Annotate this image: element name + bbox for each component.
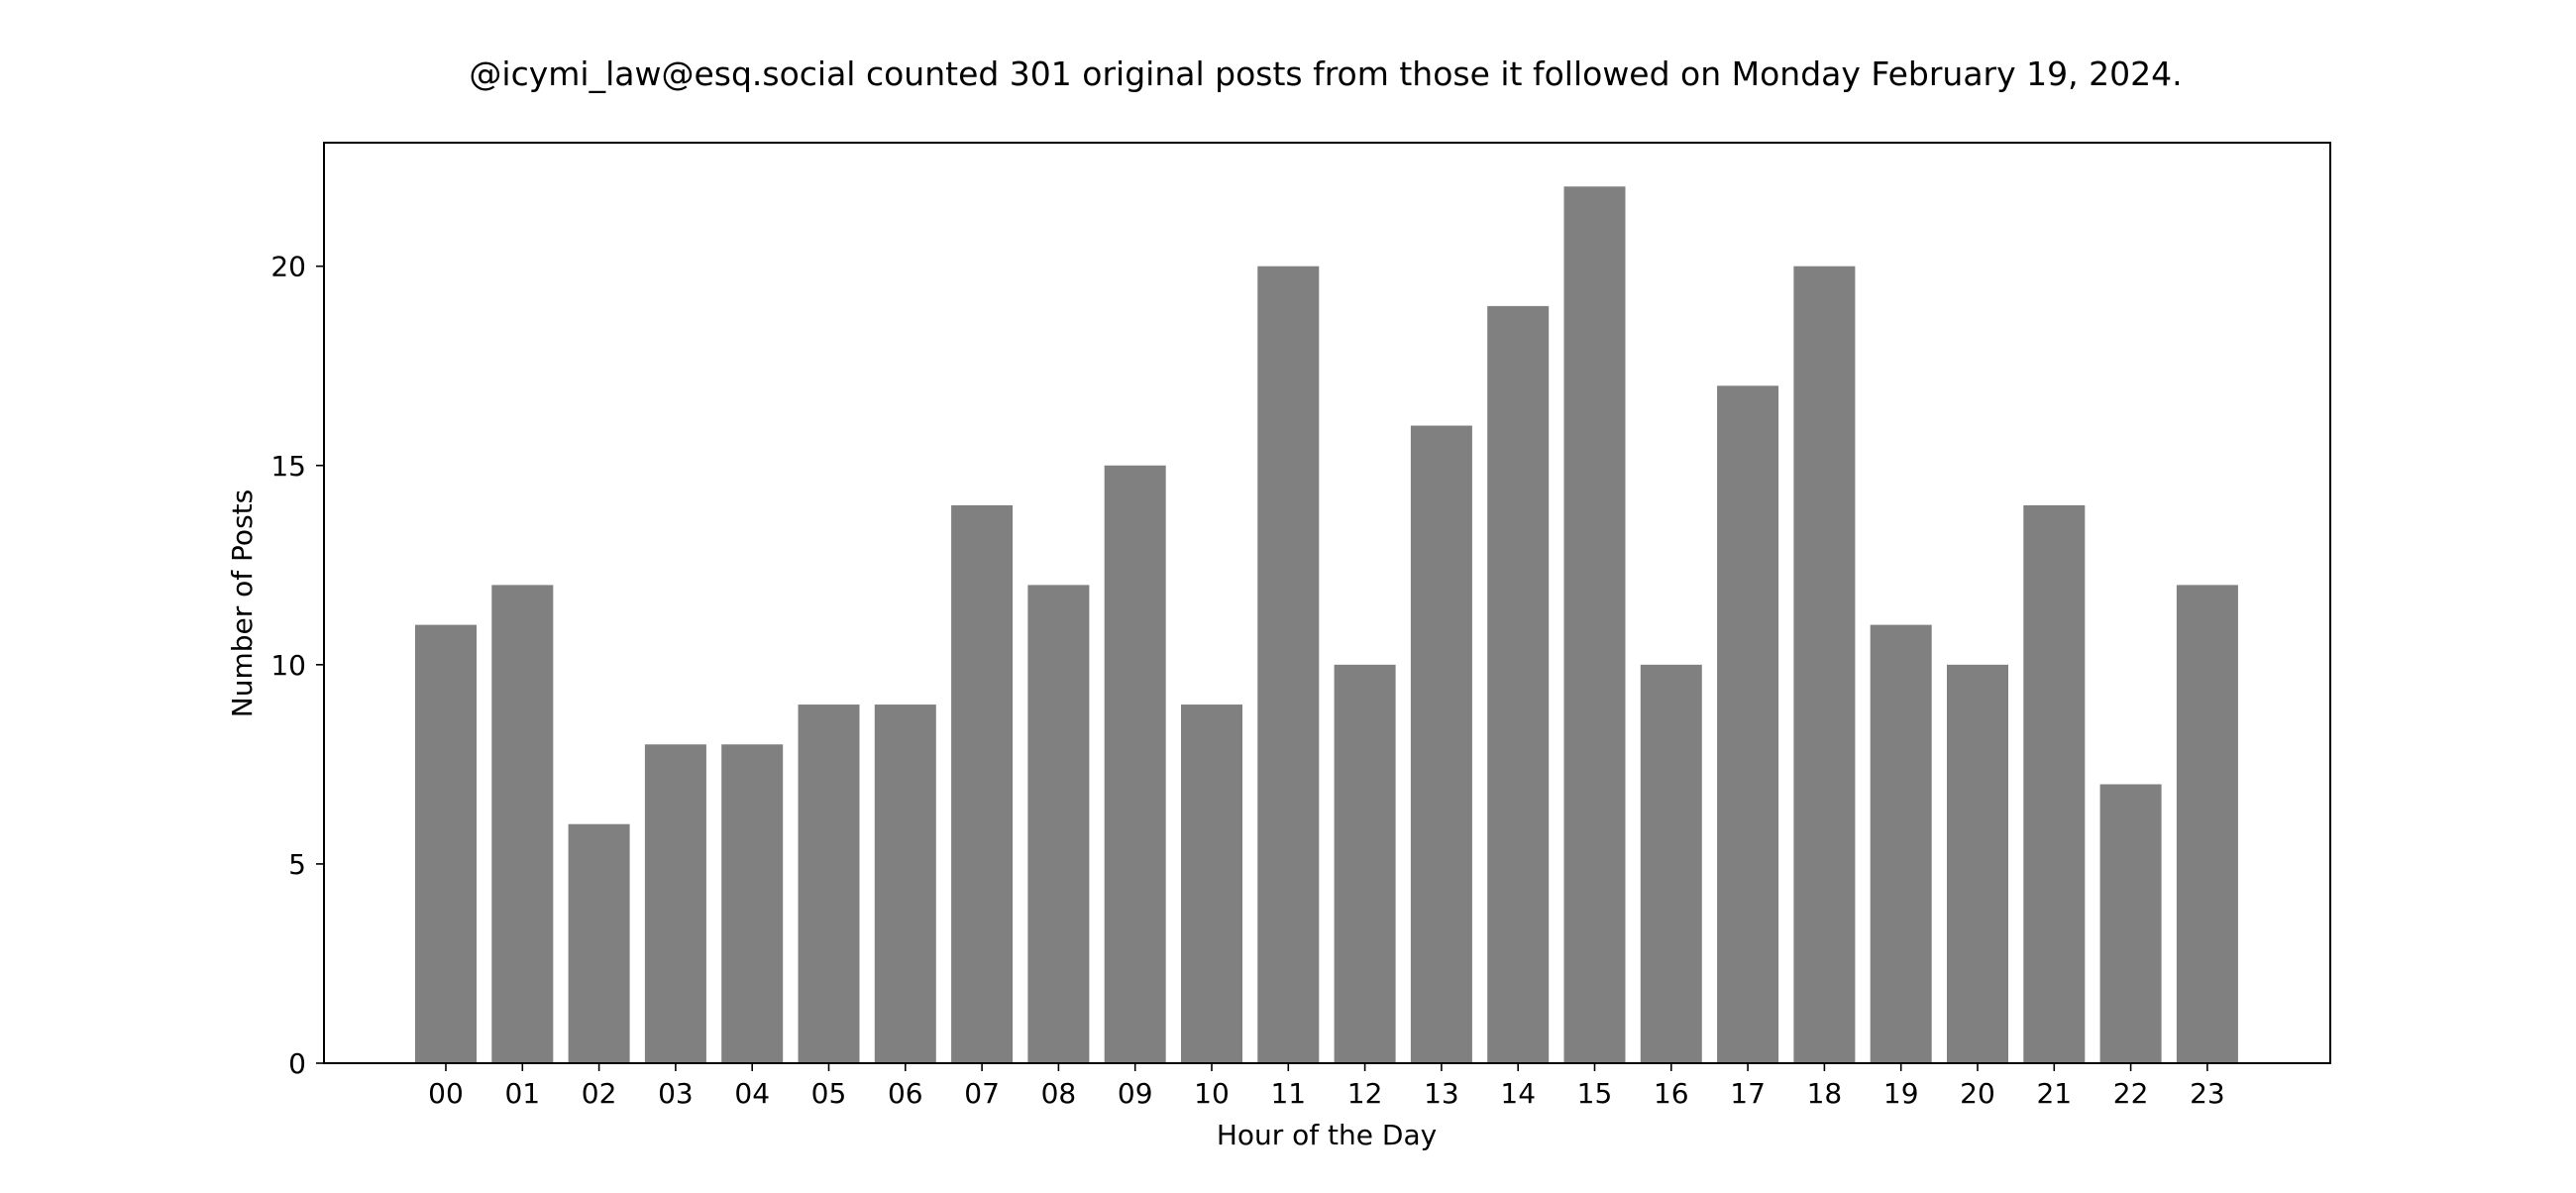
x-tick-label-01: 01 bbox=[504, 1077, 540, 1110]
x-tick-label-21: 21 bbox=[2036, 1077, 2072, 1110]
bar-14 bbox=[1487, 305, 1550, 1063]
y-tick-label-0: 0 bbox=[288, 1047, 306, 1080]
y-axis-label: Number of Posts bbox=[226, 489, 259, 717]
bar-23 bbox=[2176, 585, 2238, 1063]
bar-02 bbox=[568, 823, 630, 1063]
y-tick-label-20: 20 bbox=[270, 251, 306, 283]
x-tick-label-22: 22 bbox=[2113, 1077, 2149, 1110]
bar-04 bbox=[721, 744, 784, 1063]
x-tick-label-23: 23 bbox=[2190, 1077, 2225, 1110]
x-tick-label-11: 11 bbox=[1270, 1077, 1306, 1110]
bar-11 bbox=[1257, 266, 1320, 1063]
y-axis: 0 5 10 15 20 bbox=[270, 251, 324, 1080]
bars-layer bbox=[415, 186, 2238, 1064]
x-tick-label-06: 06 bbox=[888, 1077, 923, 1110]
x-tick-label-04: 04 bbox=[734, 1077, 770, 1110]
bar-13 bbox=[1410, 425, 1472, 1063]
x-tick-label-19: 19 bbox=[1883, 1077, 1919, 1110]
bar-10 bbox=[1181, 705, 1242, 1063]
bar-17 bbox=[1717, 385, 1779, 1064]
bar-03 bbox=[644, 744, 706, 1063]
bar-01 bbox=[491, 585, 554, 1063]
bar-21 bbox=[2023, 504, 2086, 1063]
x-tick-label-05: 05 bbox=[811, 1077, 847, 1110]
x-tick-label-09: 09 bbox=[1118, 1077, 1153, 1110]
x-tick-label-12: 12 bbox=[1347, 1077, 1383, 1110]
x-tick-label-18: 18 bbox=[1807, 1077, 1843, 1110]
bar-05 bbox=[798, 705, 860, 1063]
x-tick-label-14: 14 bbox=[1500, 1077, 1536, 1110]
bar-15 bbox=[1563, 186, 1626, 1063]
x-tick-label-08: 08 bbox=[1041, 1077, 1077, 1110]
x-tick-label-16: 16 bbox=[1654, 1077, 1689, 1110]
plot-frame bbox=[323, 142, 2331, 1064]
x-tick-label-17: 17 bbox=[1730, 1077, 1766, 1110]
x-tick-label-13: 13 bbox=[1424, 1077, 1459, 1110]
bar-08 bbox=[1027, 585, 1090, 1063]
x-axis-label: Hour of the Day bbox=[1217, 1119, 1437, 1151]
x-axis: 00 01 02 03 04 05 06 07 08 09 10 11 12 13 14 15 16 17 18 19… bbox=[428, 1063, 2225, 1110]
x-tick-label-07: 07 bbox=[964, 1077, 1000, 1110]
bar-06 bbox=[874, 705, 936, 1063]
bar-18 bbox=[1793, 266, 1856, 1063]
bar-20 bbox=[1947, 664, 2008, 1063]
x-tick-label-03: 03 bbox=[658, 1077, 694, 1110]
x-tick-label-02: 02 bbox=[582, 1077, 617, 1110]
x-tick-label-20: 20 bbox=[1960, 1077, 1995, 1110]
bar-22 bbox=[2099, 784, 2162, 1063]
bar-16 bbox=[1640, 664, 1702, 1063]
bar-12 bbox=[1334, 664, 1396, 1063]
chart-title: @icymi_law@esq.social counted 301 origin… bbox=[469, 54, 2182, 93]
y-tick-label-15: 15 bbox=[270, 450, 306, 483]
x-tick-label-10: 10 bbox=[1194, 1077, 1230, 1110]
bar-00 bbox=[415, 624, 477, 1063]
x-tick-label-15: 15 bbox=[1577, 1077, 1613, 1110]
bar-09 bbox=[1104, 465, 1166, 1063]
x-tick-label-00: 00 bbox=[428, 1077, 464, 1110]
bar-19 bbox=[1870, 624, 1932, 1063]
y-tick-label-5: 5 bbox=[288, 848, 306, 881]
bar-07 bbox=[951, 504, 1014, 1063]
y-tick-label-10: 10 bbox=[270, 649, 306, 682]
